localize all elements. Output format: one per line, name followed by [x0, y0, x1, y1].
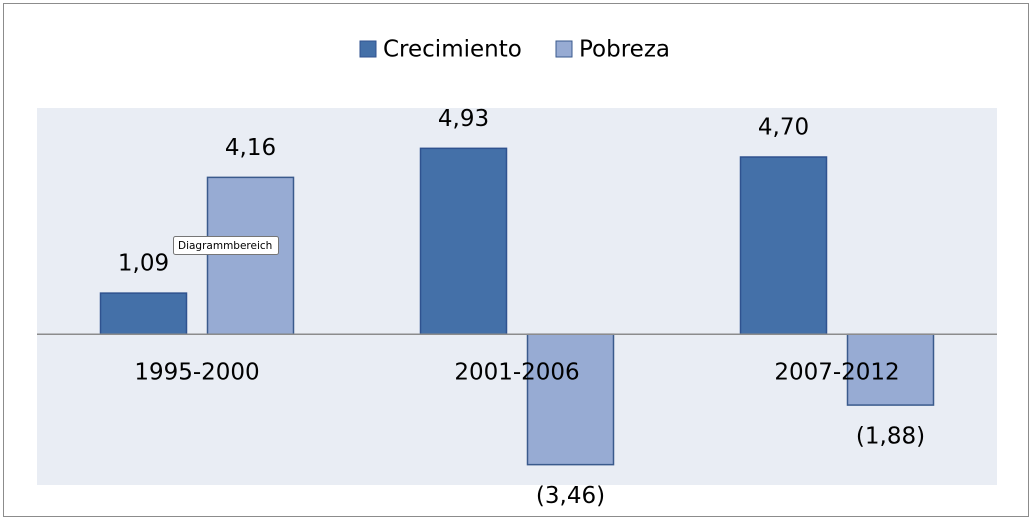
- value-label: (3,46): [536, 483, 605, 509]
- bar: [419, 147, 508, 335]
- bar: [99, 292, 188, 335]
- value-label: 1,09: [118, 251, 169, 277]
- bar: [739, 156, 828, 335]
- value-label: 4,93: [438, 106, 489, 132]
- x-tick-label: 1995-2000: [134, 360, 259, 386]
- bar: [526, 333, 615, 466]
- x-tick-label: 2001-2006: [454, 360, 579, 386]
- value-label: 4,16: [225, 135, 276, 161]
- legend-label: Crecimiento: [383, 37, 522, 63]
- tooltip-text: Diagrammbereich: [178, 240, 272, 252]
- value-label: (1,88): [856, 424, 925, 450]
- legend-swatch: [555, 40, 573, 58]
- plot-area: [37, 108, 997, 485]
- tooltip-box: [173, 236, 279, 255]
- value-label: 4,70: [758, 115, 809, 141]
- legend-label: Pobreza: [579, 37, 670, 63]
- legend-swatch: [359, 40, 377, 58]
- x-tick-label: 2007-2012: [774, 360, 899, 386]
- bar: [206, 176, 295, 335]
